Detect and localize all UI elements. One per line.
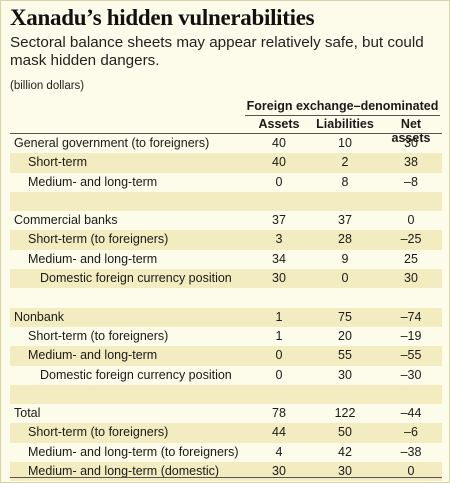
row-label: Domestic foreign currency position [40,271,232,286]
table-row: Medium- and long-term 0 8 –8 [10,173,442,192]
cell-liabilities: 30 [338,464,352,479]
cell-net-assets: –25 [400,232,422,247]
table-row: Medium- and long-term (to foreigners) 4 42… [10,443,442,462]
cell-liabilities: 8 [341,174,349,189]
cell-assets: 40 [272,136,286,150]
row-label: Short-term [28,155,88,170]
cell-assets: 44 [272,425,286,440]
cell-net-assets: 30 [404,136,418,150]
column-header-liabilities: Liabilities [316,117,374,131]
cell-liabilities: 28 [338,232,352,247]
row-label: Medium- and long-term (domestic) [28,464,220,479]
cell-liabilities: 0 [341,271,349,286]
cell-assets: 0 [275,174,283,189]
row-label: Medium- and long-term (to foreigners) [28,444,239,459]
row-label: Commercial banks [14,213,118,228]
table-row: Domestic foreign currency position 30 0 30 [10,269,442,289]
cell-liabilities: 37 [338,213,352,228]
table-row [10,191,442,212]
table-row: Total 78 122 –44 [10,404,442,423]
row-label: Short-term (to foreigners) [28,425,169,440]
cell-liabilities: 20 [338,328,352,343]
cell-net-assets: 0 [407,464,415,479]
table-row: Medium- and long-term 0 55 –55 [10,346,442,366]
cell-net-assets: –55 [400,348,422,363]
table-row: Nonbank 1 75 –74 [10,307,442,327]
cell-liabilities: 9 [341,251,349,266]
cell-assets: 30 [272,271,286,286]
row-label: Domestic foreign currency position [40,367,232,382]
cell-assets: 40 [272,155,286,170]
row-label: Medium- and long-term [28,251,158,266]
cell-liabilities: 75 [338,309,352,324]
row-label: Short-term (to foreigners) [28,232,169,247]
row-label: Nonbank [14,309,65,324]
column-header-net-assets: Net assets [391,117,431,145]
bottom-divider [10,477,442,478]
table-body: General government (to foreigners) 40 10 30… [10,134,442,482]
cell-net-assets: –19 [400,328,422,343]
table-row [10,384,442,405]
table-row: Short-term (to foreigners) 1 20 –19 [10,327,442,346]
cell-assets: 1 [275,328,283,343]
table-row: Short-term (to foreigners) 44 50 –6 [10,423,442,443]
cell-liabilities: 30 [338,367,352,382]
cell-net-assets: 38 [404,155,418,170]
table-row: Short-term (to foreigners) 3 28 –25 [10,230,442,250]
cell-liabilities: 55 [338,348,352,363]
table-row [10,288,442,307]
cell-assets: 30 [272,464,286,479]
cell-assets: 0 [275,367,283,382]
page-title: Xanadu’s hidden vulnerabilities [10,5,315,30]
cell-assets: 37 [272,213,286,228]
cell-assets: 34 [272,251,286,266]
cell-liabilities: 10 [338,136,352,150]
cell-net-assets: 25 [404,251,418,266]
cell-liabilities: 42 [338,444,352,459]
cell-net-assets: –30 [400,367,422,382]
table-row: Domestic foreign currency position 0 30 –30 [10,366,442,385]
table-row: Medium- and long-term 34 9 25 [10,250,442,269]
cell-liabilities: 2 [341,155,349,170]
table-row: General government (to foreigners) 40 10 30 [10,134,442,153]
table-row: Commercial banks 37 37 0 [10,211,442,230]
cell-net-assets: –38 [400,444,422,459]
cell-assets: 0 [275,348,283,363]
row-label: Short-term (to foreigners) [28,328,169,343]
cell-liabilities: 122 [334,406,356,421]
cell-assets: 1 [275,309,283,324]
column-header-assets: Assets [258,117,300,131]
row-label: General government (to foreigners) [14,136,210,150]
row-label: Medium- and long-term [28,174,158,189]
subtitle: Sectoral balance sheets may appear relat… [10,34,424,69]
row-label: Medium- and long-term [28,348,158,363]
cell-liabilities: 50 [338,425,352,440]
table-row: Short-term 40 2 38 [10,153,442,173]
cell-assets: 4 [275,444,283,459]
unit-note: (billion dollars) [10,80,85,92]
header-divider [10,133,442,134]
cell-net-assets: –6 [404,425,418,440]
cell-net-assets: 0 [407,213,415,228]
cell-net-assets: –44 [400,406,422,421]
table-row: Medium- and long-term (domestic) 30 30 0 [10,462,442,482]
row-label: Total [14,406,41,421]
cell-net-assets: –74 [400,309,422,324]
cell-assets: 3 [275,232,283,247]
cell-assets: 78 [272,406,286,421]
cell-net-assets: 30 [404,271,418,286]
cell-net-assets: –8 [404,174,418,189]
group-header: Foreign exchange–denominated [245,99,440,116]
